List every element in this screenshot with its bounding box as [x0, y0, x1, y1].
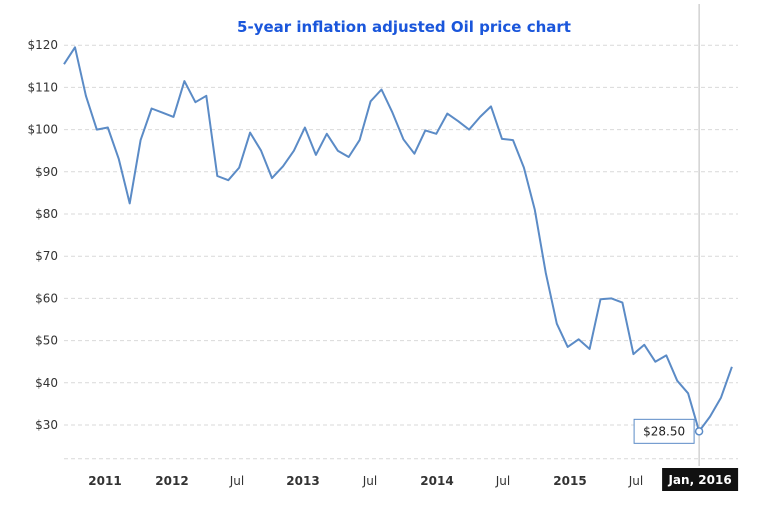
- crosshair-date-text: Jan, 2016: [667, 473, 731, 487]
- x-tick-label: 2012: [155, 474, 188, 488]
- x-tick-label: 2015: [553, 474, 586, 488]
- y-tick-label: $80: [35, 207, 58, 221]
- tooltip-value: $28.50: [643, 424, 685, 438]
- y-axis-ticks: $30 $40 $50 $60 $70 $80 $90 $100 $110 $120: [27, 38, 58, 432]
- x-tick-label: 2011: [88, 474, 121, 488]
- crosshair-date-box: [662, 468, 739, 491]
- x-tick-label: Jul: [628, 474, 643, 488]
- y-tick-label: $100: [27, 123, 58, 137]
- y-tick-label: $50: [35, 334, 58, 348]
- x-tick-label: Jul: [229, 474, 244, 488]
- y-tick-label: $40: [35, 376, 58, 390]
- value-tooltip: $28.50: [633, 418, 695, 444]
- gridlines: [64, 44, 738, 460]
- x-tick-label: Jul: [495, 474, 510, 488]
- y-tick-label: $70: [35, 249, 58, 263]
- tooltip-box: [633, 418, 695, 444]
- y-tick-label: $90: [35, 165, 58, 179]
- x-tick-label: 2013: [286, 474, 319, 488]
- crosshair-date-label: Jan, 2016: [662, 468, 739, 491]
- y-tick-label: $120: [27, 38, 58, 52]
- y-tick-label: $60: [35, 291, 58, 305]
- chart-title: 5-year inflation adjusted Oil price char…: [237, 18, 571, 36]
- y-tick-label: $110: [27, 80, 58, 94]
- x-tick-label: 2014: [420, 474, 453, 488]
- x-axis-ticks: 2011 2012 Jul 2013 Jul 2014 Jul 2015 Jul: [88, 474, 643, 488]
- y-tick-label: $30: [35, 418, 58, 432]
- hover-point: [694, 427, 704, 436]
- x-tick-label: Jul: [362, 474, 377, 488]
- oil-price-line[interactable]: [63, 46, 733, 433]
